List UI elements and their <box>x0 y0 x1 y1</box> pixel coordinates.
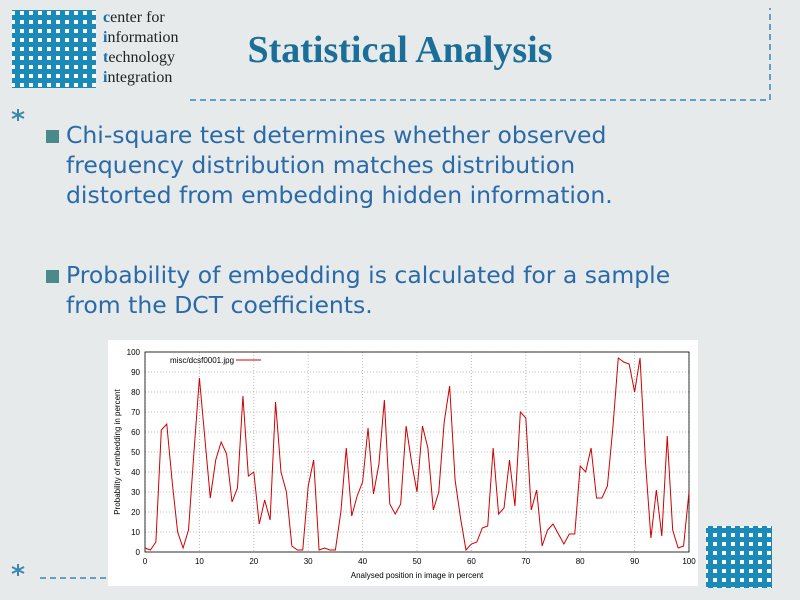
y-tick-label: 30 <box>131 488 140 497</box>
x-tick-label: 50 <box>413 557 422 566</box>
logo-text: technology <box>103 49 175 66</box>
x-tick-label: 40 <box>358 557 367 566</box>
y-axis-label: Probability of embedding in percent <box>113 389 122 515</box>
y-tick-label: 70 <box>131 408 140 417</box>
y-tick-label: 20 <box>131 508 140 517</box>
chart-bg <box>108 340 698 586</box>
logo-small <box>706 526 772 588</box>
asterisk <box>11 564 25 576</box>
bullet: Probability of embedding is calculated f… <box>46 260 670 320</box>
logo-text: center for <box>103 9 165 26</box>
bullet-line: Chi-square test determines whether obser… <box>66 121 607 149</box>
legend-label: misc/dcsf0001.jpg <box>170 356 234 365</box>
plot-frame <box>144 351 690 553</box>
chart: 0 10 20 30 40 50 60 70 80 90 100 0 10 20 30 40 50 60 70 80 9… <box>108 340 698 586</box>
x-tick-label: 0 <box>143 557 148 566</box>
x-tick-label: 100 <box>682 557 696 566</box>
bullet-line: Probability of embedding is calculated f… <box>66 261 671 289</box>
y-tick-label: 60 <box>131 428 140 437</box>
y-tick-label: 40 <box>131 468 140 477</box>
y-tick-label: 0 <box>136 548 141 557</box>
x-tick-label: 20 <box>249 557 258 566</box>
logo-text: integration <box>103 69 173 86</box>
x-tick-label: 90 <box>630 557 639 566</box>
x-tick-label: 60 <box>467 557 476 566</box>
bullet-line: distorted from embedding hidden informat… <box>66 181 613 209</box>
x-tick-label: 10 <box>195 557 204 566</box>
y-tick-label: 90 <box>131 368 140 377</box>
bullet: Chi-square test determines whether obser… <box>46 120 613 210</box>
y-tick-label: 50 <box>131 448 140 457</box>
x-axis-label: Analysed position in image in percent <box>351 571 484 580</box>
data-line <box>144 357 690 552</box>
y-tick-label: 80 <box>131 388 140 397</box>
bullet-line: from the DCT coefficients. <box>66 291 373 319</box>
logo <box>12 10 96 88</box>
y-tick-label: 100 <box>127 348 141 357</box>
logo-text: information <box>103 29 179 46</box>
x-tick-label: 80 <box>576 557 585 566</box>
x-tick-label: 30 <box>304 557 313 566</box>
slide-title: Statistical Analysis <box>247 29 553 71</box>
asterisk <box>11 109 25 121</box>
dashed-border <box>190 8 771 101</box>
y-tick-label: 10 <box>131 528 140 537</box>
bullet-line: frequency distribution matches distribut… <box>66 151 576 179</box>
x-tick-label: 70 <box>521 557 530 566</box>
